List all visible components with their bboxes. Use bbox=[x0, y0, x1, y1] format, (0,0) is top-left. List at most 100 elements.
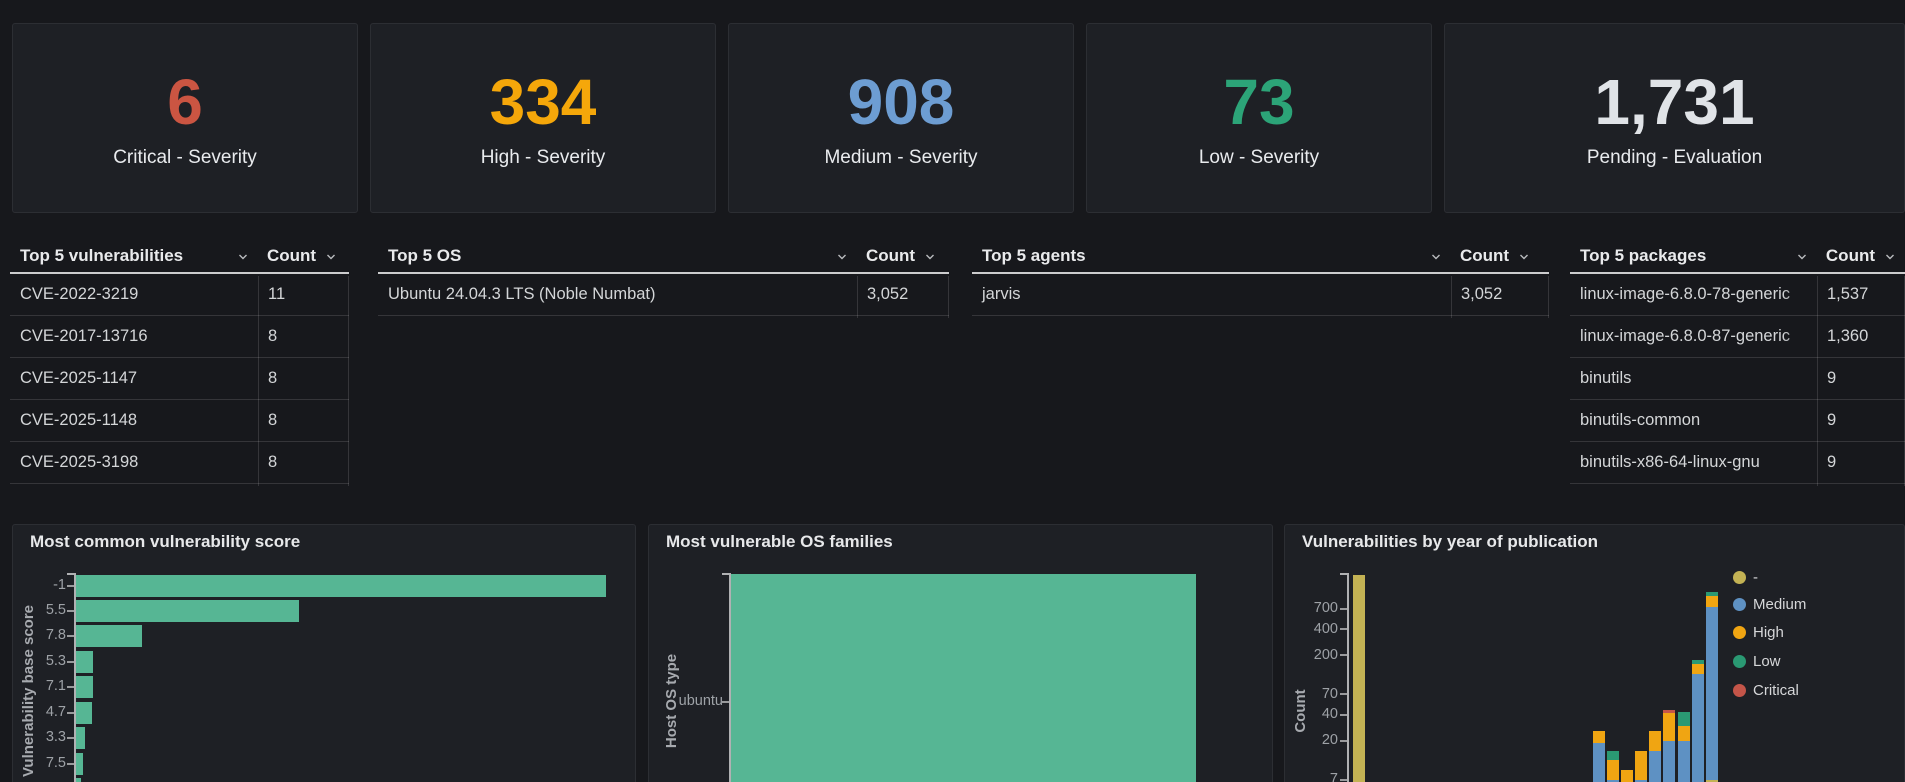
bar-segment bbox=[1649, 730, 1662, 752]
column-divider bbox=[1548, 276, 1549, 318]
y-tick-label: 700 bbox=[1313, 600, 1338, 617]
column-header-name[interactable]: Top 5 vulnerabilities bbox=[10, 246, 258, 266]
y-axis-line bbox=[1347, 573, 1349, 782]
y-tick-label: 7 bbox=[1329, 771, 1338, 782]
bar-segment bbox=[1691, 664, 1704, 675]
y-tick-label: ubuntu bbox=[678, 693, 723, 709]
legend-item[interactable]: Low bbox=[1733, 654, 1781, 669]
legend-label[interactable]: Low bbox=[1753, 653, 1781, 670]
y-tick-label: 7.5 bbox=[45, 754, 66, 771]
chevron-down-icon[interactable] bbox=[1883, 250, 1897, 264]
y-tick-mark bbox=[1340, 654, 1347, 657]
column-header-count[interactable]: Count bbox=[258, 246, 349, 266]
y-tick-mark bbox=[67, 609, 74, 612]
chevron-down-icon[interactable] bbox=[324, 250, 338, 264]
column-header-count[interactable]: Count bbox=[1451, 246, 1549, 266]
stat-value: 73 bbox=[1223, 65, 1295, 138]
chevron-down-icon[interactable] bbox=[1517, 250, 1531, 264]
cell-count: 8 bbox=[268, 369, 278, 387]
table-row: binutils 9 bbox=[1570, 358, 1905, 400]
column-header-label[interactable]: Top 5 OS bbox=[388, 246, 462, 265]
y-axis-line bbox=[729, 573, 731, 782]
y-tick-mark bbox=[722, 701, 729, 703]
bar-segment bbox=[1677, 740, 1690, 782]
column-header-label[interactable]: Count bbox=[1825, 246, 1875, 265]
stat-label: Critical - Severity bbox=[113, 146, 257, 168]
cell-count: 9 bbox=[1827, 411, 1837, 429]
column-header-label[interactable]: Top 5 agents bbox=[982, 246, 1086, 265]
chevron-down-icon[interactable] bbox=[923, 250, 937, 264]
column-header-label[interactable]: Top 5 vulnerabilities bbox=[20, 246, 184, 265]
column-header-name[interactable]: Top 5 agents bbox=[972, 246, 1451, 266]
panel-title[interactable]: Most common vulnerability score bbox=[30, 532, 301, 551]
y-tick-mark bbox=[1340, 713, 1347, 716]
column-divider bbox=[1817, 276, 1818, 486]
cell-count: 1,537 bbox=[1827, 285, 1869, 303]
column-header-name[interactable]: Top 5 packages bbox=[1570, 246, 1817, 266]
panel-title[interactable]: Most vulnerable OS families bbox=[666, 532, 893, 551]
y-tick-mark bbox=[1340, 607, 1347, 610]
column-header-name[interactable]: Top 5 OS bbox=[378, 246, 857, 266]
column-header-label[interactable]: Count bbox=[267, 246, 317, 265]
column-header-label[interactable]: Count bbox=[1460, 246, 1510, 265]
column-header-label[interactable]: Count bbox=[866, 246, 916, 265]
table-row: binutils-common 9 bbox=[1570, 400, 1905, 442]
bar-segment bbox=[1649, 751, 1662, 782]
bar-segment bbox=[1592, 742, 1605, 782]
legend-label[interactable]: Medium bbox=[1753, 596, 1807, 613]
chevron-down-icon[interactable] bbox=[236, 250, 250, 264]
column-divider bbox=[258, 276, 259, 486]
chevron-down-icon[interactable] bbox=[1429, 250, 1443, 264]
legend-label[interactable]: Critical bbox=[1753, 682, 1799, 699]
y-tick-mark bbox=[67, 686, 74, 689]
y-tick-mark bbox=[67, 635, 74, 638]
table-row: CVE-2025-1147 8 bbox=[10, 358, 349, 400]
cell-count: 1,360 bbox=[1827, 327, 1869, 345]
table-row: binutils-x86-64-linux-gnu 9 bbox=[1570, 442, 1905, 484]
panel-title[interactable]: Vulnerabilities by year of publication bbox=[1302, 532, 1598, 551]
column-header-count[interactable]: Count bbox=[857, 246, 949, 266]
column-header-label[interactable]: Top 5 packages bbox=[1580, 246, 1707, 265]
cell-name: binutils-x86-64-linux-gnu bbox=[1580, 453, 1760, 471]
legend-item[interactable]: High bbox=[1733, 625, 1784, 640]
stat-card-low: 73 Low - Severity bbox=[1086, 23, 1432, 213]
bar bbox=[76, 752, 83, 775]
y-tick-label: 7.8 bbox=[45, 627, 66, 644]
legend-item[interactable]: Medium bbox=[1733, 597, 1806, 612]
chevron-down-icon[interactable] bbox=[835, 250, 849, 264]
legend-dot-icon bbox=[1733, 571, 1746, 584]
stat-label: Low - Severity bbox=[1198, 146, 1320, 168]
y-tick-label: 7.1 bbox=[45, 678, 66, 695]
cell-name: Ubuntu 24.04.3 LTS (Noble Numbat) bbox=[388, 285, 656, 303]
table-top5-agents: Top 5 agents Count jarvis 3,052 bbox=[972, 240, 1549, 320]
cell-count: 11 bbox=[268, 285, 286, 303]
y-axis-label: Vulnerability base score bbox=[20, 604, 37, 778]
bar-segment bbox=[1663, 740, 1676, 782]
bar-segment bbox=[1706, 779, 1718, 782]
legend-label[interactable]: High bbox=[1753, 624, 1784, 641]
bar-segment bbox=[1607, 759, 1619, 780]
y-tick-mark bbox=[1340, 628, 1347, 631]
table-header-row: Top 5 OS Count bbox=[378, 240, 949, 274]
legend-item[interactable]: Critical bbox=[1733, 683, 1799, 698]
column-divider bbox=[348, 276, 349, 486]
y-tick-label: 40 bbox=[1321, 706, 1338, 723]
y-tick-label: 5.5 bbox=[45, 601, 66, 618]
cell-count: 9 bbox=[1827, 369, 1837, 387]
chevron-down-icon[interactable] bbox=[1795, 250, 1809, 264]
cell-count: 3,052 bbox=[1461, 285, 1503, 303]
column-header-count[interactable]: Count bbox=[1817, 246, 1905, 266]
bar-segment bbox=[1607, 779, 1619, 782]
cell-count: 9 bbox=[1827, 453, 1837, 471]
legend-item[interactable]: - bbox=[1733, 570, 1758, 585]
bar-segment bbox=[1691, 674, 1704, 782]
stat-label: High - Severity bbox=[480, 146, 606, 168]
stat-label: Pending - Evaluation bbox=[1586, 146, 1763, 168]
legend-dot-icon bbox=[1733, 684, 1746, 697]
table-header-row: Top 5 agents Count bbox=[972, 240, 1549, 274]
stat-card-pending: 1,731 Pending - Evaluation bbox=[1444, 23, 1905, 213]
y-tick-mark bbox=[67, 584, 74, 587]
y-axis-cap bbox=[67, 573, 74, 575]
legend-label[interactable]: - bbox=[1753, 569, 1758, 586]
panel-os-families-chart: Most vulnerable OS families Host OS type… bbox=[648, 524, 1273, 782]
